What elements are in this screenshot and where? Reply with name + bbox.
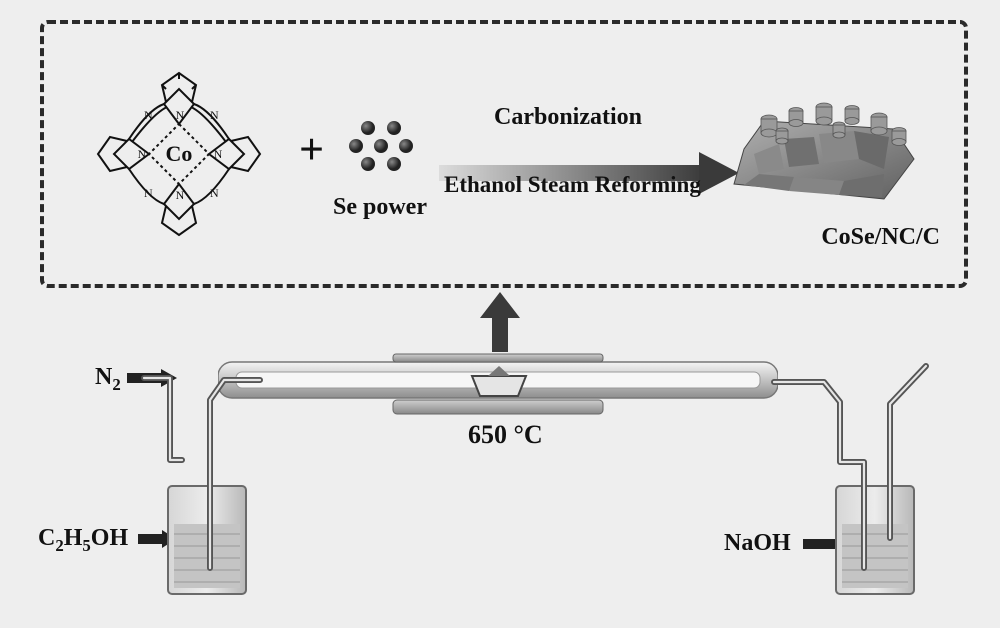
temperature-label: 650 °C	[468, 420, 543, 450]
co-phthalocyanine-molecule: Co N N N	[74, 49, 284, 259]
up-arrow-icon	[480, 292, 520, 352]
reaction-dashed-box: Co N N N	[40, 20, 968, 288]
left-tubing	[140, 360, 300, 590]
svg-text:N: N	[176, 188, 185, 202]
plus-sign: +	[299, 124, 324, 175]
svg-text:N: N	[138, 147, 147, 161]
se-powder-dots	[346, 116, 416, 176]
arrow-label-bottom: Ethanol Steam Reforming	[444, 172, 701, 198]
svg-text:N: N	[214, 147, 223, 161]
crucible-boat	[468, 366, 530, 400]
right-tubing	[770, 358, 940, 588]
svg-text:N: N	[176, 108, 185, 122]
se-powder-label: Se power	[333, 194, 427, 221]
product-label: CoSe/NC/C	[821, 224, 940, 251]
arrow-label-top: Carbonization	[494, 104, 642, 131]
svg-text:Co: Co	[166, 141, 193, 166]
product-cose-nc-c	[724, 59, 924, 209]
